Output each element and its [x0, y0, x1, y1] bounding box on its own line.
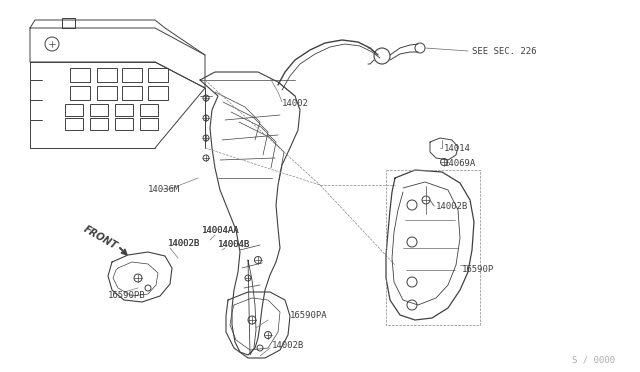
Text: 14004AA: 14004AA: [202, 225, 239, 234]
Bar: [148, 86, 168, 100]
Bar: [140, 104, 158, 116]
Bar: [70, 68, 90, 82]
Text: 14004AA: 14004AA: [202, 225, 239, 234]
Text: 14036M: 14036M: [148, 185, 180, 193]
Text: 14002B: 14002B: [436, 202, 468, 211]
Bar: [97, 86, 117, 100]
Bar: [65, 104, 83, 116]
Text: FRONT: FRONT: [81, 224, 118, 251]
Text: 16590P: 16590P: [462, 264, 494, 273]
Bar: [115, 118, 133, 130]
Text: 14004B: 14004B: [218, 240, 250, 248]
Text: 14002B: 14002B: [272, 341, 304, 350]
Bar: [122, 68, 142, 82]
Bar: [115, 104, 133, 116]
Bar: [148, 68, 168, 82]
Text: SEE SEC. 226: SEE SEC. 226: [472, 46, 536, 55]
Bar: [90, 118, 108, 130]
Text: 16590PB: 16590PB: [108, 292, 146, 301]
Text: 14004B: 14004B: [218, 240, 250, 248]
Text: S / 0000: S / 0000: [572, 356, 615, 365]
Bar: [122, 86, 142, 100]
Bar: [97, 68, 117, 82]
Text: 14014: 14014: [444, 144, 471, 153]
Text: 14002B: 14002B: [168, 238, 200, 247]
Text: 14002: 14002: [282, 99, 309, 108]
Text: 16590PA: 16590PA: [290, 311, 328, 321]
Bar: [140, 118, 158, 130]
Bar: [65, 118, 83, 130]
Text: 14069A: 14069A: [444, 158, 476, 167]
Bar: [90, 104, 108, 116]
Text: 14002B: 14002B: [168, 238, 200, 247]
Bar: [70, 86, 90, 100]
